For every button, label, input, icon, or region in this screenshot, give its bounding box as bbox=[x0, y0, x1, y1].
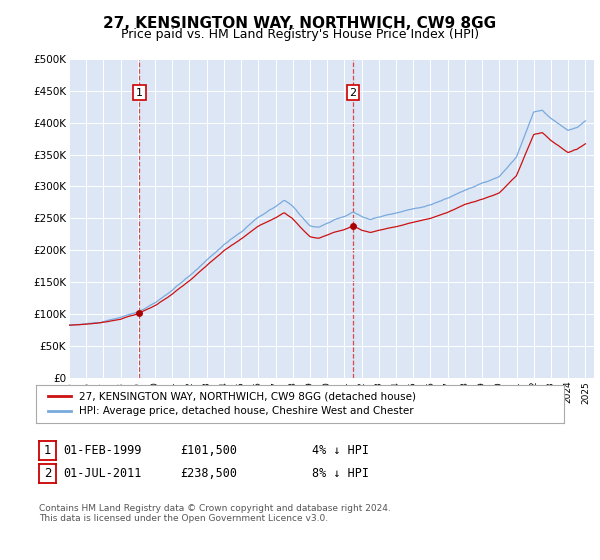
Text: 8% ↓ HPI: 8% ↓ HPI bbox=[312, 466, 369, 480]
Text: £101,500: £101,500 bbox=[180, 444, 237, 458]
Text: 01-FEB-1999: 01-FEB-1999 bbox=[63, 444, 142, 458]
Text: 2: 2 bbox=[349, 87, 356, 97]
Text: 01-JUL-2011: 01-JUL-2011 bbox=[63, 466, 142, 480]
Text: £238,500: £238,500 bbox=[180, 466, 237, 480]
Text: 2: 2 bbox=[44, 466, 51, 480]
Text: Contains HM Land Registry data © Crown copyright and database right 2024.
This d: Contains HM Land Registry data © Crown c… bbox=[39, 504, 391, 524]
Text: Price paid vs. HM Land Registry's House Price Index (HPI): Price paid vs. HM Land Registry's House … bbox=[121, 28, 479, 41]
Text: 27, KENSINGTON WAY, NORTHWICH, CW9 8GG: 27, KENSINGTON WAY, NORTHWICH, CW9 8GG bbox=[103, 16, 497, 31]
Text: 4% ↓ HPI: 4% ↓ HPI bbox=[312, 444, 369, 458]
Text: 1: 1 bbox=[136, 87, 143, 97]
Text: 1: 1 bbox=[44, 444, 51, 458]
Legend: 27, KENSINGTON WAY, NORTHWICH, CW9 8GG (detached house), HPI: Average price, det: 27, KENSINGTON WAY, NORTHWICH, CW9 8GG (… bbox=[44, 387, 421, 421]
